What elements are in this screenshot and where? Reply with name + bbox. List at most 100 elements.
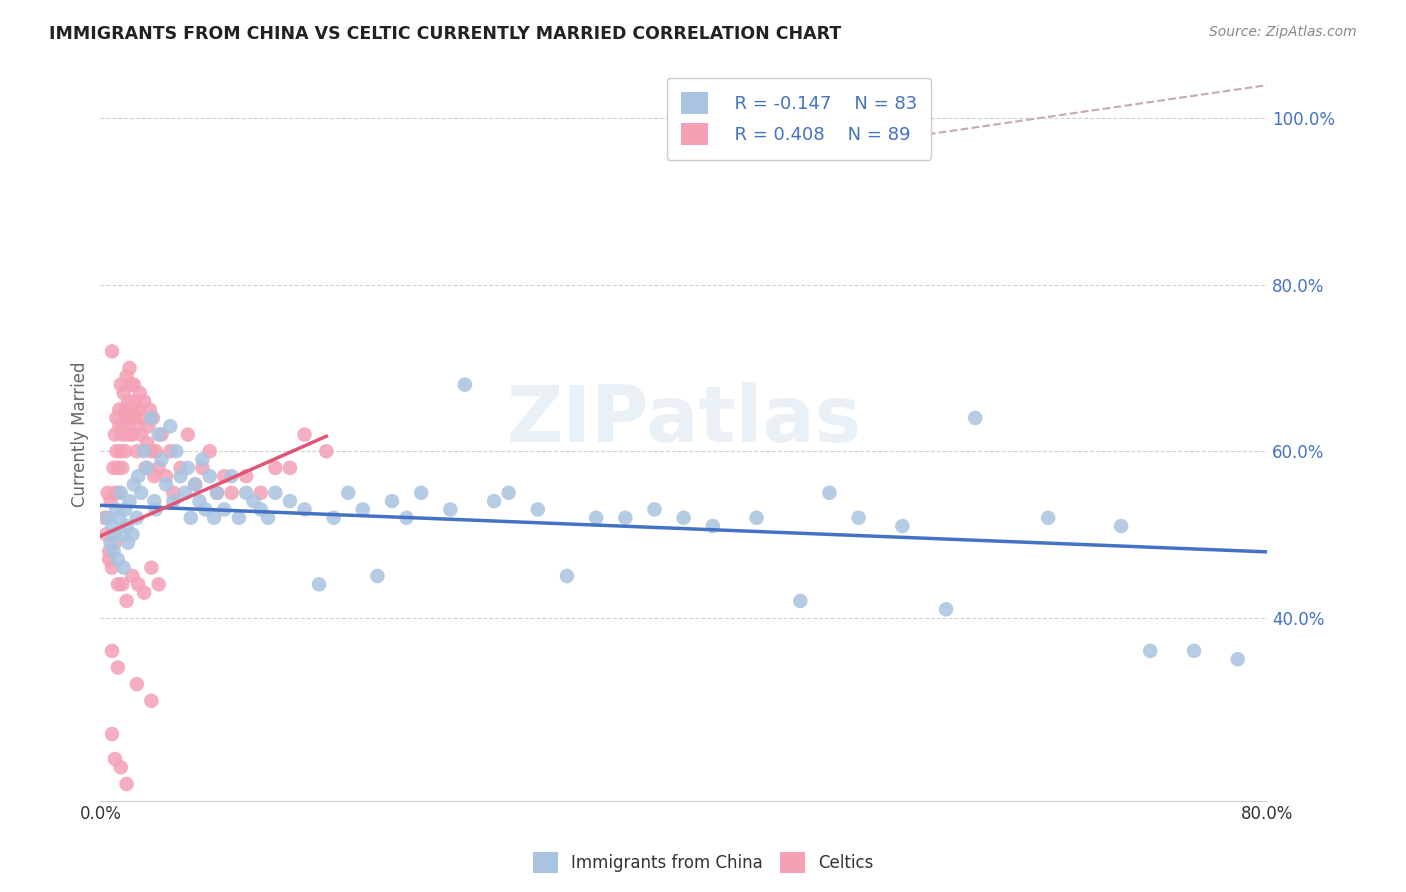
Point — [100, 494, 122, 508]
Point — [148, 577, 170, 591]
Point — [105, 411, 128, 425]
Point — [614, 510, 637, 524]
Point — [482, 494, 505, 508]
Point — [121, 569, 143, 583]
Point — [110, 444, 132, 458]
Point — [104, 527, 127, 541]
Point — [118, 361, 141, 376]
Point — [139, 402, 162, 417]
Point — [104, 535, 127, 549]
Point — [111, 577, 134, 591]
Point — [162, 494, 184, 508]
Point — [935, 602, 957, 616]
Point — [162, 485, 184, 500]
Point — [145, 444, 167, 458]
Point — [105, 444, 128, 458]
Point — [214, 469, 236, 483]
Point — [108, 510, 131, 524]
Point — [121, 427, 143, 442]
Point — [228, 510, 250, 524]
Point — [101, 727, 124, 741]
Point — [159, 444, 181, 458]
Point — [105, 502, 128, 516]
Point — [117, 427, 139, 442]
Point — [264, 460, 287, 475]
Point — [101, 519, 124, 533]
Point — [205, 485, 228, 500]
Point — [308, 577, 330, 591]
Point — [1182, 644, 1205, 658]
Point — [110, 377, 132, 392]
Point — [221, 485, 243, 500]
Point — [128, 386, 150, 401]
Point — [294, 502, 316, 516]
Point — [198, 444, 221, 458]
Point — [107, 577, 129, 591]
Point — [129, 427, 152, 442]
Point — [672, 510, 695, 524]
Point — [101, 644, 124, 658]
Point — [103, 544, 125, 558]
Point — [235, 485, 257, 500]
Point — [125, 419, 148, 434]
Point — [127, 469, 149, 483]
Point — [98, 544, 121, 558]
Point — [145, 502, 167, 516]
Point — [159, 419, 181, 434]
Point — [122, 477, 145, 491]
Point — [141, 444, 163, 458]
Point — [115, 519, 138, 533]
Point — [110, 485, 132, 500]
Point — [97, 510, 120, 524]
Point — [141, 411, 163, 425]
Point — [214, 502, 236, 516]
Point — [169, 460, 191, 475]
Point — [111, 527, 134, 541]
Point — [555, 569, 578, 583]
Point — [118, 402, 141, 417]
Point — [129, 485, 152, 500]
Point — [112, 419, 135, 434]
Legend:   R = -0.147    N = 83,   R = 0.408    N = 89: R = -0.147 N = 83, R = 0.408 N = 89 — [666, 78, 931, 160]
Point — [191, 452, 214, 467]
Point — [125, 510, 148, 524]
Point — [249, 485, 271, 500]
Point — [115, 411, 138, 425]
Point — [104, 427, 127, 442]
Point — [131, 411, 153, 425]
Point — [1036, 510, 1059, 524]
Point — [745, 510, 768, 524]
Point — [120, 377, 142, 392]
Point — [120, 411, 142, 425]
Point — [235, 469, 257, 483]
Point — [191, 460, 214, 475]
Point — [1109, 519, 1132, 533]
Point — [127, 402, 149, 417]
Point — [110, 760, 132, 774]
Point — [124, 394, 146, 409]
Point — [177, 460, 200, 475]
Point — [169, 469, 191, 483]
Point — [965, 411, 987, 425]
Point — [135, 460, 157, 475]
Point — [107, 485, 129, 500]
Point — [184, 477, 207, 491]
Point — [115, 369, 138, 384]
Point — [111, 460, 134, 475]
Point — [643, 502, 665, 516]
Point — [242, 494, 264, 508]
Point — [205, 485, 228, 500]
Point — [174, 485, 197, 500]
Point — [702, 519, 724, 533]
Point — [1139, 644, 1161, 658]
Point — [121, 527, 143, 541]
Point — [121, 402, 143, 417]
Point — [108, 419, 131, 434]
Text: ZIPatlas: ZIPatlas — [506, 382, 860, 458]
Y-axis label: Currently Married: Currently Married — [72, 362, 89, 508]
Point — [198, 469, 221, 483]
Point — [118, 494, 141, 508]
Point — [177, 427, 200, 442]
Text: IMMIGRANTS FROM CHINA VS CELTIC CURRENTLY MARRIED CORRELATION CHART: IMMIGRANTS FROM CHINA VS CELTIC CURRENTL… — [49, 25, 841, 43]
Point — [278, 460, 301, 475]
